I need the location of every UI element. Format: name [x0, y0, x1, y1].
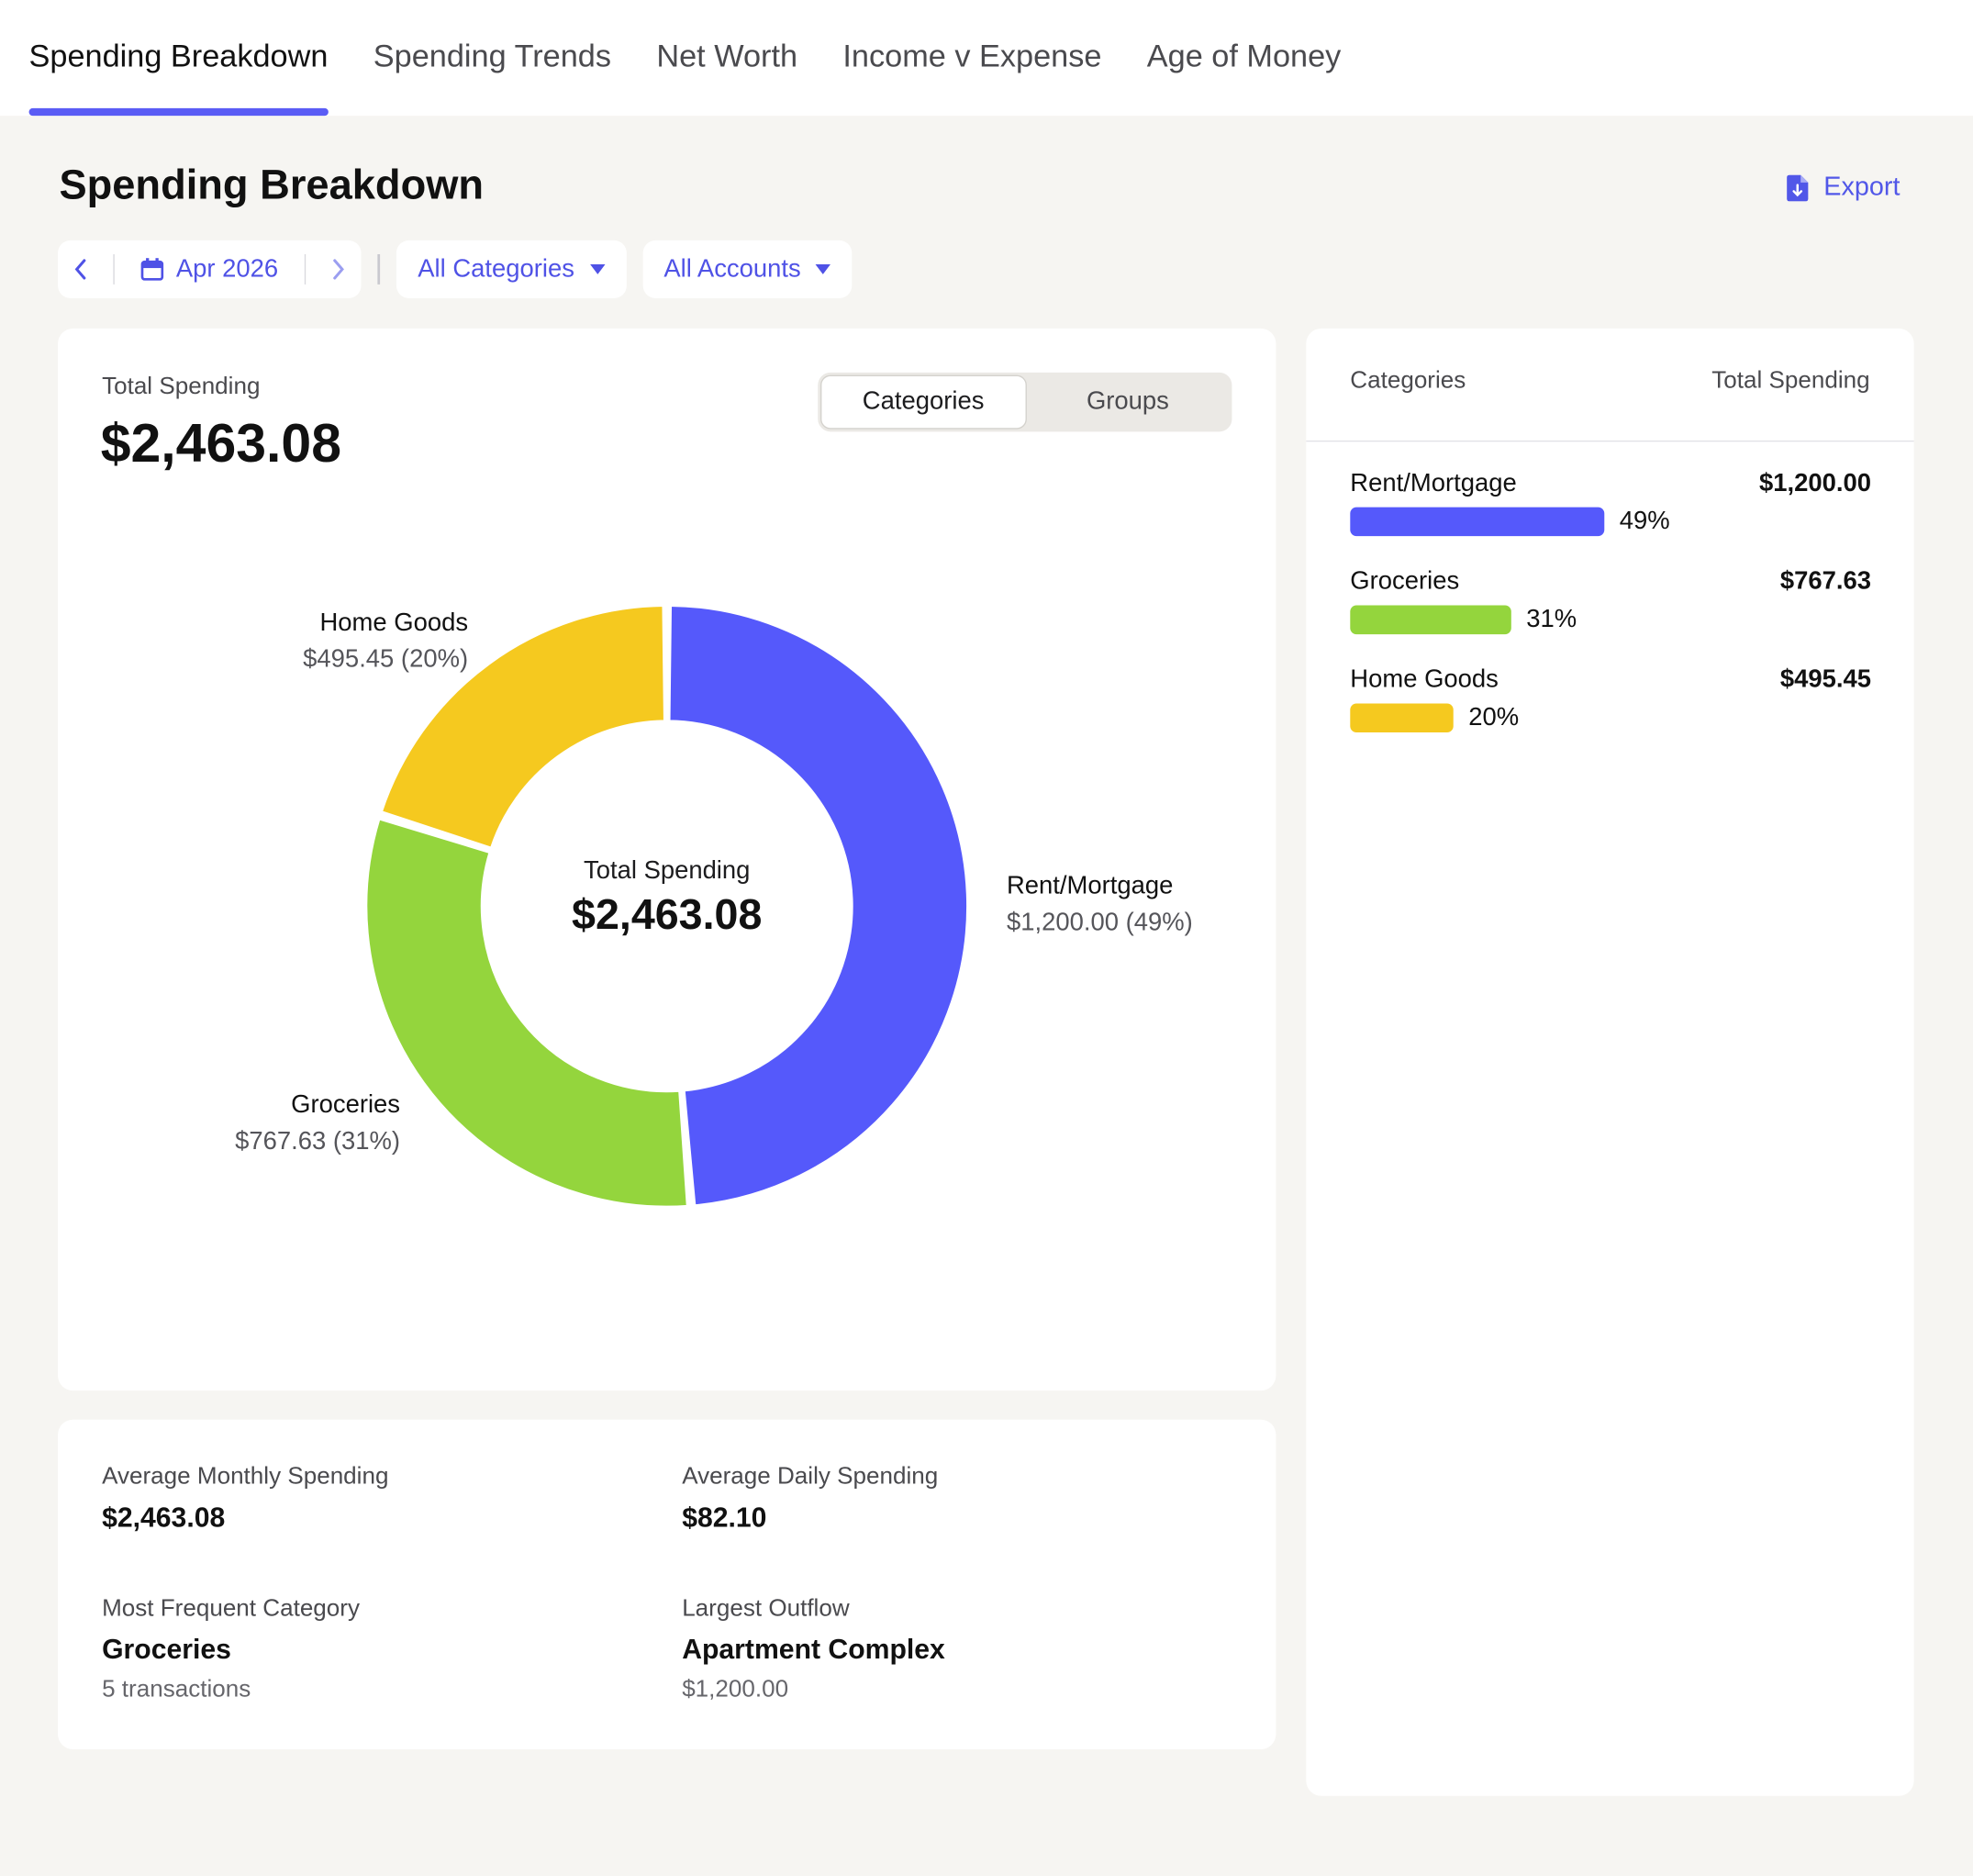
filter-bar: Apr 2026 All Categories All Accounts	[58, 240, 853, 298]
stat-value: Groceries	[102, 1633, 231, 1666]
tab-net-worth[interactable]: Net Worth	[656, 38, 798, 74]
donut-center-label: Total Spending	[584, 855, 750, 884]
stat-avg-daily: Average Daily Spending $82.10	[682, 1464, 938, 1535]
date-label: Apr 2026	[175, 254, 279, 283]
total-spending-label: Total Spending	[102, 374, 261, 401]
category-row-top: Home Goods $495.45	[1350, 665, 1871, 695]
stat-label: Most Frequent Category	[102, 1595, 360, 1623]
export-label: Export	[1823, 172, 1901, 202]
accounts-dropdown-label: All Accounts	[663, 254, 801, 283]
category-bar-row: 31%	[1350, 605, 1871, 635]
categories-dropdown-label: All Categories	[418, 254, 574, 283]
category-amount: $495.45	[1779, 665, 1871, 694]
category-row[interactable]: Home Goods $495.45 20%	[1350, 665, 1871, 733]
stat-value: $82.10	[682, 1501, 767, 1534]
category-name: Groceries	[1350, 567, 1460, 596]
slice-label-rent-mortgage: Rent/Mortgage $1,200.00 (49%)	[1007, 868, 1193, 942]
category-row-top: Groceries $767.63	[1350, 567, 1871, 597]
chart-card: Total Spending $2,463.08 Categories Grou…	[58, 328, 1276, 1391]
slice-label-groceries: Groceries $767.63 (31%)	[235, 1088, 400, 1161]
divider	[304, 253, 306, 285]
caret-down-icon	[816, 263, 831, 274]
category-bar-row: 20%	[1350, 703, 1871, 733]
donut-center-value: $2,463.08	[572, 890, 762, 938]
category-name: Home Goods	[1350, 665, 1499, 694]
stat-label: Largest Outflow	[682, 1595, 850, 1623]
slice-label-home-goods: Home Goods $495.45 (20%)	[303, 606, 468, 679]
page-title: Spending Breakdown	[59, 161, 485, 208]
caret-down-icon	[589, 263, 605, 274]
toggle-categories[interactable]: Categories	[820, 374, 1027, 430]
category-bar-row: 49%	[1350, 507, 1871, 537]
tab-spending-breakdown[interactable]: Spending Breakdown	[28, 0, 328, 117]
category-row-top: Rent/Mortgage $1,200.00	[1350, 469, 1871, 498]
slice-name: Rent/Mortgage	[1006, 872, 1174, 900]
export-button[interactable]: Export	[1787, 172, 1901, 203]
category-bar	[1350, 507, 1605, 537]
stat-avg-monthly: Average Monthly Spending $2,463.08	[102, 1464, 388, 1535]
donut-slice-groceries[interactable]	[364, 817, 689, 1209]
category-amount: $767.63	[1779, 567, 1871, 596]
donut-chart: Total Spending $2,463.08	[364, 604, 969, 1209]
category-name: Rent/Mortgage	[1350, 469, 1517, 497]
column-header-categories[interactable]: Categories	[1350, 366, 1466, 394]
stat-largest-outflow: Largest Outflow Apartment Complex $1,200…	[682, 1596, 945, 1704]
stat-most-frequent: Most Frequent Category Groceries 5 trans…	[102, 1596, 360, 1704]
chevron-right-icon[interactable]	[331, 258, 346, 281]
category-row[interactable]: Rent/Mortgage $1,200.00 49%	[1350, 469, 1871, 537]
report-tabs: Spending Breakdown Spending Trends Net W…	[0, 0, 1973, 117]
stat-sub: $1,200.00	[682, 1676, 789, 1703]
stat-label: Average Monthly Spending	[102, 1463, 389, 1491]
toggle-groups[interactable]: Groups	[1086, 387, 1169, 416]
donut-slice-rent-mortgage[interactable]	[667, 604, 969, 1207]
tab-age-of-money[interactable]: Age of Money	[1146, 38, 1342, 74]
category-list-card: Categories Total Spending Rent/Mortgage $…	[1306, 328, 1914, 1796]
category-list-header: Categories Total Spending	[1306, 329, 1914, 442]
category-percent: 31%	[1526, 605, 1577, 633]
file-download-icon	[1787, 173, 1809, 201]
slice-name: Groceries	[291, 1090, 401, 1119]
stat-value: Apartment Complex	[682, 1633, 945, 1666]
slice-value: $767.63 (31%)	[235, 1127, 401, 1156]
category-bar	[1350, 605, 1511, 635]
total-spending-value: $2,463.08	[100, 414, 342, 475]
category-percent: 49%	[1619, 507, 1670, 535]
column-header-total[interactable]: Total Spending	[1711, 366, 1870, 394]
date-picker[interactable]: Apr 2026	[140, 255, 278, 285]
calendar-icon	[140, 258, 164, 281]
slice-value: $1,200.00 (49%)	[1006, 909, 1193, 937]
donut-slice-home-goods[interactable]	[380, 604, 666, 850]
stats-card: Average Monthly Spending $2,463.08 Avera…	[58, 1419, 1276, 1749]
view-toggle: Categories Groups	[818, 372, 1232, 432]
stat-value: $2,463.08	[102, 1501, 226, 1534]
date-selector: Apr 2026	[58, 240, 362, 298]
stat-sub: 5 transactions	[102, 1676, 251, 1703]
category-percent: 20%	[1468, 703, 1520, 731]
tab-income-v-expense[interactable]: Income v Expense	[842, 38, 1102, 74]
category-amount: $1,200.00	[1758, 469, 1871, 497]
divider	[114, 253, 116, 285]
accounts-dropdown[interactable]: All Accounts	[642, 240, 853, 298]
category-row[interactable]: Groceries $767.63 31%	[1350, 567, 1871, 635]
divider	[377, 253, 381, 285]
categories-dropdown[interactable]: All Categories	[396, 240, 627, 298]
chevron-left-icon[interactable]	[73, 258, 88, 281]
slice-value: $495.45 (20%)	[303, 645, 469, 674]
slice-name: Home Goods	[319, 609, 469, 637]
stat-label: Average Daily Spending	[682, 1463, 939, 1491]
category-bar	[1350, 703, 1454, 733]
tab-spending-trends[interactable]: Spending Trends	[373, 38, 611, 74]
